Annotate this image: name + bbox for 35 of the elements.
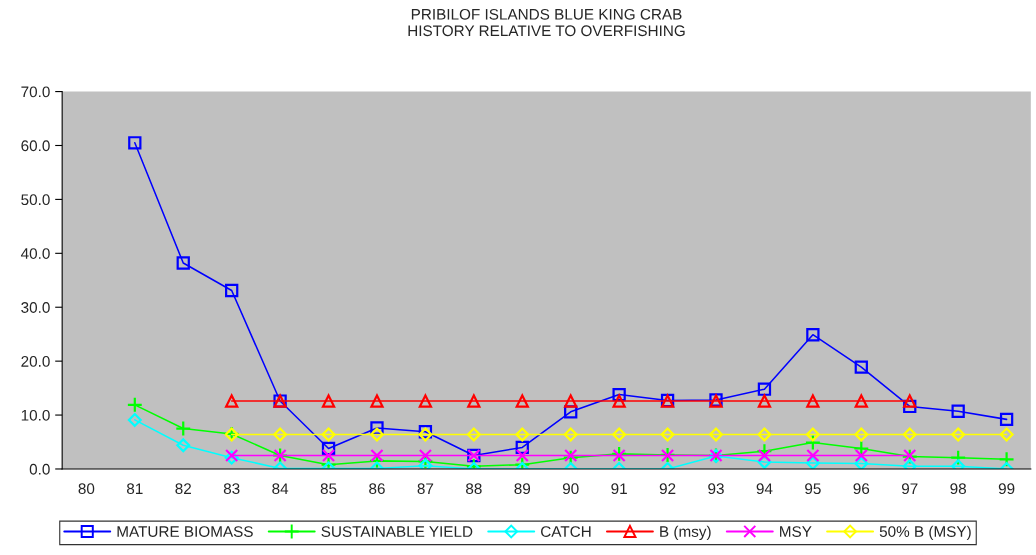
x-tick-label: 89 [514,483,531,495]
x-tick-label: 82 [175,483,191,495]
x-tick-label: 86 [369,483,385,495]
x-tick-label: 90 [562,483,579,495]
y-tick-label: 0.0 [29,463,50,475]
x-tick-label: 96 [853,483,870,495]
y-tick-label: 50.0 [21,194,50,206]
y-tick-label: 60.0 [21,140,50,152]
legend-label: 50% B (MSY) [879,525,971,540]
x-tick-label: 94 [756,483,773,495]
x-tick-label: 87 [417,483,434,495]
x-tick-label: 81 [126,483,143,495]
legend-label: MSY [780,526,812,537]
x-tick-label: 92 [659,483,676,495]
y-tick-label: 70.0 [21,86,50,98]
x-tick-label: 98 [950,483,966,495]
y-tick-label: 20.0 [21,356,50,367]
legend-label: SUSTAINABLE YIELD [321,526,473,537]
legend-label: MATURE BIOMASS [117,526,253,537]
x-tick-label: 95 [805,483,821,495]
x-tick-label: 99 [998,483,1015,495]
x-tick-label: 85 [320,483,337,495]
x-tick-label: 83 [223,483,240,495]
x-tick-label: 84 [272,483,289,495]
legend-label: CATCH [541,526,591,537]
y-tick-label: 30.0 [21,302,50,313]
x-tick-label: 93 [708,483,724,495]
x-tick-label: 97 [901,483,918,495]
y-tick-label: 40.0 [20,248,50,259]
x-tick-label: 80 [78,483,95,495]
chart-title: PRIBILOF ISLANDS BLUE KING CRAB HISTORY RELATIVE TO OVERFISHING [408,8,685,37]
x-tick-label: 88 [466,483,482,495]
y-tick-label: 10.0 [21,409,50,421]
legend-label: B (msy) [660,525,711,540]
x-tick-label: 91 [611,483,627,495]
